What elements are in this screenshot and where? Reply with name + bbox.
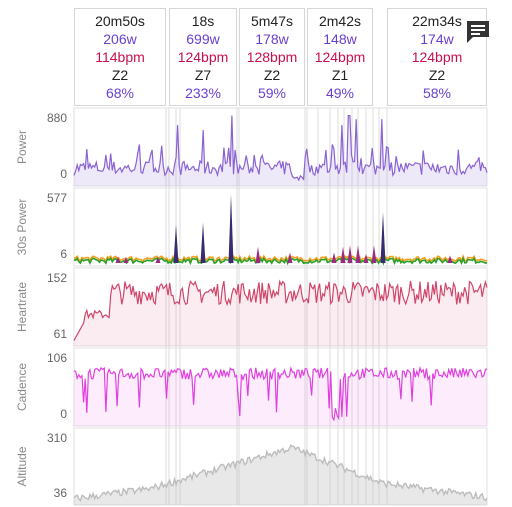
interval-card-3[interactable]: 5m47s 178w 128bpm Z2 59% — [239, 8, 305, 106]
power-30s-peak — [200, 222, 206, 263]
interval-percent: 59% — [257, 85, 287, 101]
interval-heartrate: 128bpm — [246, 49, 298, 65]
power-30s-peak — [255, 246, 261, 263]
y-tick-label: 106 — [47, 351, 67, 365]
interval-percent: 68% — [105, 85, 135, 101]
power-30s-peak — [340, 246, 346, 263]
y-tick-label: 0 — [60, 407, 67, 421]
y-tick-label: 880 — [47, 111, 67, 125]
plot-area — [73, 427, 488, 506]
power-30s-peak — [347, 245, 353, 263]
power-30s-peak — [115, 256, 121, 263]
y-axis-label: Heartrate — [15, 282, 29, 332]
y-axis-label: Power — [15, 130, 29, 164]
interval-duration: 22m34s — [412, 13, 462, 29]
interval-duration: 20m50s — [95, 13, 145, 29]
power-30s-peak — [287, 252, 293, 263]
interval-power: 206w — [103, 31, 137, 47]
interval-percent: 49% — [325, 85, 355, 101]
y-axis-label: Altitude — [15, 446, 29, 486]
interval-duration: 2m42s — [318, 13, 362, 29]
interval-zone: Z1 — [331, 67, 349, 83]
power-30s-peak — [447, 255, 453, 263]
interval-zone: Z2 — [263, 67, 281, 83]
interval-card-1[interactable]: 20m50s 206w 114bpm Z2 68% — [74, 8, 166, 106]
interval-zone: Z2 — [428, 67, 446, 83]
chat-bubble-icon[interactable] — [464, 18, 492, 46]
power-30s-peak — [380, 212, 386, 263]
y-tick-label: 0 — [60, 167, 67, 181]
interval-power: 178w — [255, 31, 289, 47]
interval-power: 174w — [420, 31, 454, 47]
interval-heartrate: 124bpm — [314, 49, 366, 65]
interval-heartrate: 124bpm — [411, 49, 463, 65]
plot-area — [73, 267, 488, 347]
interval-card-4[interactable]: 2m42s 148w 124bpm Z1 49% — [307, 8, 373, 106]
interval-percent: 233% — [185, 85, 221, 101]
interval-heartrate: 114bpm — [95, 49, 145, 65]
interval-percent: 58% — [422, 85, 452, 101]
power-30s-peak — [228, 194, 234, 263]
power-30s-peak — [363, 253, 369, 263]
y-tick-label: 310 — [47, 431, 67, 445]
power-30s-peak — [155, 256, 161, 263]
cadence-series-line — [73, 365, 488, 422]
heartrate-series-line — [73, 279, 488, 341]
interval-power: 148w — [323, 31, 357, 47]
y-axis-label: Cadence — [15, 363, 29, 411]
y-tick-label: 152 — [47, 271, 67, 285]
power-30s-peak — [355, 245, 361, 263]
y-tick-label: 6 — [60, 247, 67, 261]
power-series-line — [73, 114, 488, 182]
interval-zone: Z2 — [111, 67, 129, 83]
power-30s-peak — [371, 245, 377, 263]
y-axis-label: 30s Power — [15, 199, 29, 256]
power-30s-peak — [123, 256, 129, 263]
interval-duration: 18s — [191, 13, 215, 29]
plot-area — [73, 187, 488, 267]
altitude-series-line — [73, 443, 488, 503]
cadence-series-area — [74, 367, 487, 426]
interval-card-2[interactable]: 18s 699w 124bpm Z7 233% — [169, 8, 237, 106]
power-30s-zone-line — [73, 256, 488, 266]
y-tick-label: 577 — [47, 191, 67, 205]
interval-zone: Z7 — [194, 67, 212, 83]
power-30s-peak — [173, 224, 179, 263]
power-30s-line — [73, 254, 488, 264]
y-tick-label: 36 — [54, 486, 68, 500]
interval-heartrate: 124bpm — [177, 49, 229, 65]
interval-duration: 5m47s — [250, 13, 294, 29]
plot-area — [73, 347, 488, 427]
interval-card-5[interactable]: 22m34s 174w 124bpm Z2 58% — [387, 8, 487, 106]
power-30s-peak — [331, 252, 337, 263]
interval-power: 699w — [186, 31, 220, 47]
y-tick-label: 61 — [54, 327, 68, 341]
altitude-series-area — [74, 445, 487, 505]
